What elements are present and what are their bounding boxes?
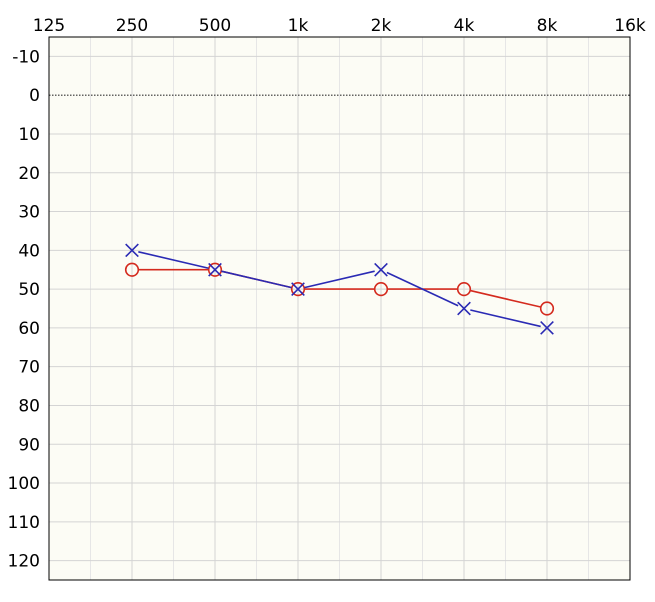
cross-stroke	[291, 282, 305, 296]
data-point-cross	[374, 262, 388, 277]
y-tick-label: 120	[8, 552, 40, 572]
series-line-segment	[386, 271, 459, 307]
x-tick-label: 1k	[288, 16, 309, 36]
y-tick-label: 0	[29, 86, 40, 106]
data-point-cross	[291, 282, 305, 296]
cross-stroke	[208, 262, 222, 277]
series-line-segment	[470, 309, 541, 328]
y-tick-label: 70	[18, 358, 40, 378]
x-tick-labels: 125 250 500 1k 2k 4k 8k 16k	[33, 16, 646, 36]
data-point-circle	[124, 262, 140, 277]
x-tick-label: 16k	[614, 16, 646, 36]
data-point-circle	[456, 282, 472, 297]
x-tick-label: 8k	[537, 16, 558, 36]
data-point-circle	[207, 262, 223, 277]
y-tick-label: 100	[8, 474, 40, 494]
series-line-segment	[138, 251, 209, 270]
data-point-circle	[290, 282, 306, 297]
y-tick-label: 60	[18, 319, 40, 339]
x-tick-label: 500	[199, 16, 231, 36]
y-tick-label: 40	[18, 241, 40, 261]
cross-stroke	[540, 321, 554, 335]
x-tick-label: 4k	[454, 16, 475, 36]
series-line-segment	[304, 270, 375, 289]
y-tick-label: 80	[18, 396, 40, 416]
y-tick-labels: -10 0 10 20 30 40 50 60 70 80 90 100 110 120	[8, 47, 40, 571]
series-line-segment	[221, 270, 292, 289]
plot-frame	[48, 36, 631, 581]
y-tick-label: 10	[18, 125, 40, 145]
x-tick-label: 125	[33, 16, 65, 36]
series-line-segment	[470, 289, 541, 308]
y-tick-label: 90	[18, 435, 40, 455]
cross-stroke	[457, 301, 471, 316]
x-tick-label: 250	[116, 16, 148, 36]
data-point-circle	[539, 301, 555, 316]
x-tick-label: 2k	[371, 16, 392, 36]
data-point-circle	[373, 282, 389, 297]
data-point-cross	[457, 301, 471, 316]
data-point-cross	[540, 321, 554, 335]
cross-stroke	[125, 243, 139, 258]
y-tick-label: 110	[8, 513, 40, 533]
y-tick-label: -10	[12, 47, 40, 67]
cross-stroke	[374, 262, 388, 277]
y-tick-label: 30	[18, 203, 40, 223]
data-point-cross	[125, 243, 139, 258]
series-cross	[125, 243, 554, 335]
series-layer	[124, 243, 555, 335]
data-point-cross	[208, 262, 222, 277]
y-tick-label: 50	[18, 280, 40, 300]
y-tick-label: 20	[18, 164, 40, 184]
